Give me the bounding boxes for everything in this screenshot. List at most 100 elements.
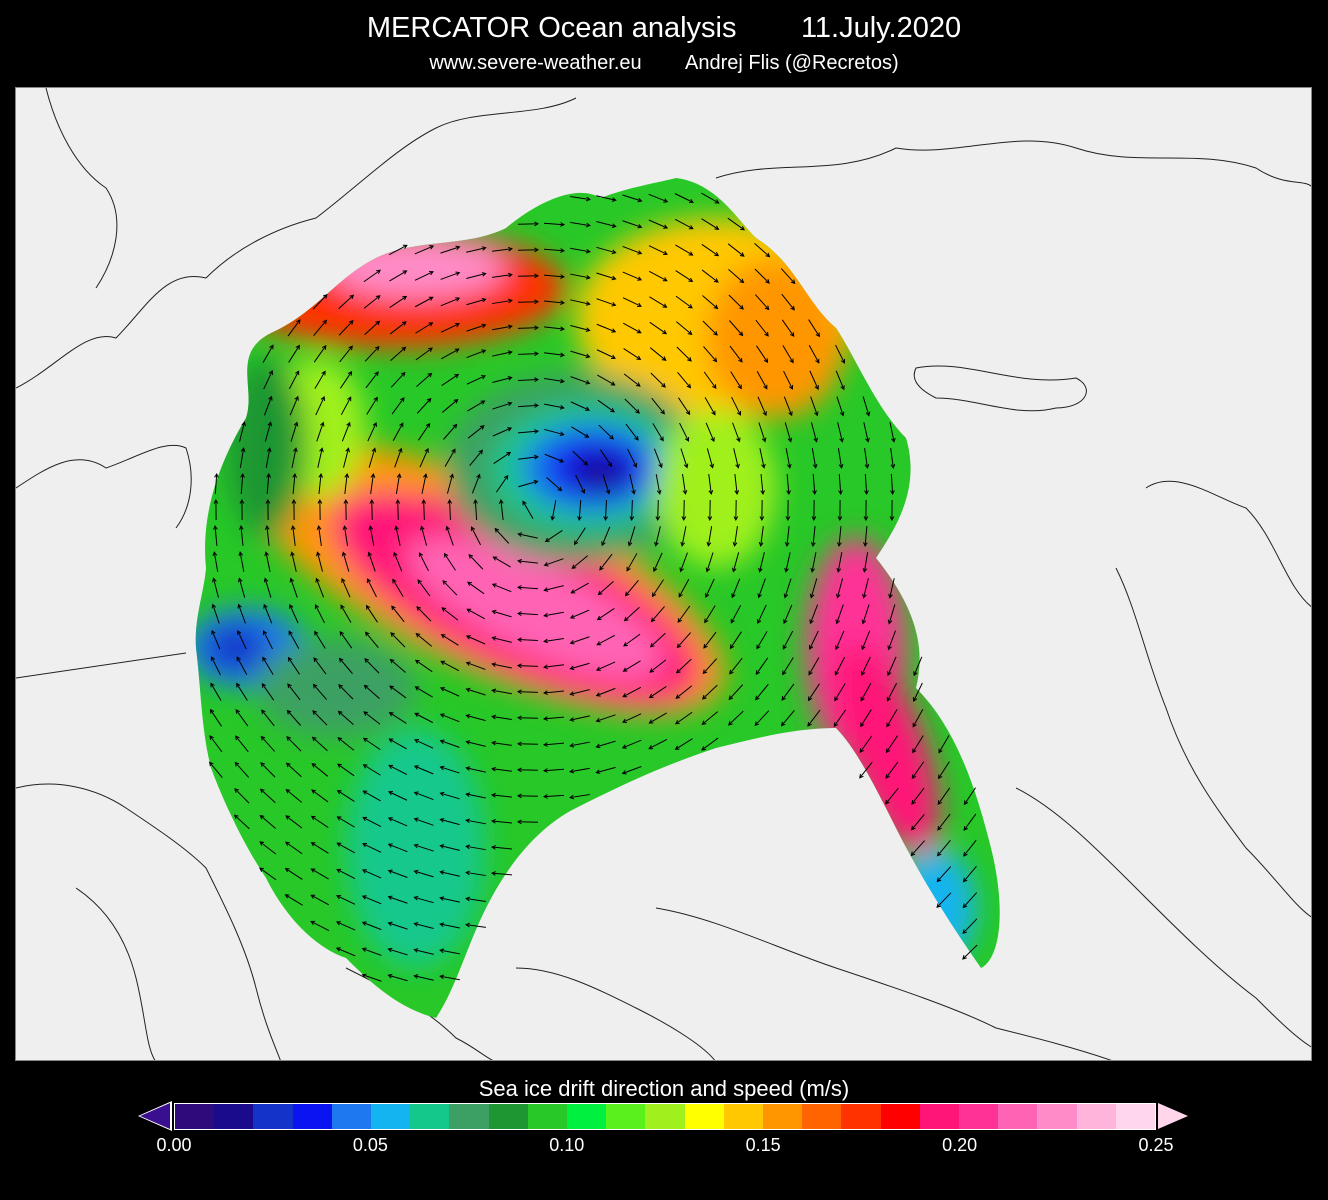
drift-arrow xyxy=(259,841,277,855)
drift-arrow xyxy=(314,630,326,649)
drift-arrow xyxy=(414,686,433,698)
drift-arrow xyxy=(495,474,509,493)
drift-arrow xyxy=(238,551,245,572)
drift-arrow xyxy=(570,401,591,411)
drift-arrow xyxy=(310,842,329,854)
drift-arrow xyxy=(446,473,455,494)
drift-arrow xyxy=(674,193,694,204)
drift-arrow xyxy=(596,272,617,281)
drift-arrow xyxy=(622,297,642,308)
drift-arrow xyxy=(837,448,844,469)
drift-arrow xyxy=(388,764,408,776)
drift-arrow xyxy=(783,396,793,417)
drift-arrow xyxy=(861,630,871,651)
drift-arrow xyxy=(837,422,844,443)
drift-arrow xyxy=(440,634,459,646)
drift-arrow xyxy=(543,716,565,721)
drift-arrow xyxy=(681,499,687,522)
drift-arrow xyxy=(443,423,458,440)
drift-arrow xyxy=(465,740,486,747)
drift-arrow xyxy=(259,788,276,804)
drift-arrow xyxy=(341,551,350,572)
drift-arrow xyxy=(885,787,899,805)
colorbar-swatch xyxy=(763,1104,803,1129)
drift-arrow xyxy=(264,525,270,546)
drift-arrow xyxy=(491,583,512,593)
drift-arrow xyxy=(546,477,563,492)
drift-arrow xyxy=(577,499,582,522)
drift-arrow xyxy=(543,664,564,670)
colorbar-swatch xyxy=(802,1104,842,1129)
drift-arrow xyxy=(391,605,405,623)
drift-arrow xyxy=(473,498,478,521)
drift-arrow xyxy=(570,221,591,228)
drift-arrow xyxy=(490,871,513,876)
drift-arrow xyxy=(595,714,616,723)
drift-arrow xyxy=(388,712,407,724)
colorbar-swatch xyxy=(919,1104,960,1129)
drift-arrow xyxy=(391,397,405,415)
drift-arrow xyxy=(912,682,923,702)
drift-arrow xyxy=(518,479,539,488)
drift-arrow xyxy=(439,896,460,903)
colorbar-swatch xyxy=(880,1104,920,1129)
drift-arrow xyxy=(388,738,407,750)
drift-arrow xyxy=(339,630,353,649)
drift-arrow xyxy=(629,474,636,495)
drift-arrow xyxy=(810,552,817,573)
drift-arrow xyxy=(757,396,767,417)
drift-arrow xyxy=(625,423,639,441)
drift-arrow xyxy=(728,294,744,310)
drift-arrow xyxy=(337,710,354,726)
drift-arrow xyxy=(859,735,873,753)
drift-arrow xyxy=(284,841,303,855)
drift-arrow xyxy=(336,842,355,854)
drift-arrow xyxy=(210,682,222,701)
drift-arrow xyxy=(468,554,484,570)
drift-arrow xyxy=(310,894,330,906)
drift-arrow xyxy=(734,474,740,495)
legend-title: Sea ice drift direction and speed (m/s) xyxy=(478,1076,850,1101)
drift-arrow xyxy=(835,344,846,364)
drift-arrow xyxy=(212,577,219,598)
drift-arrow xyxy=(595,687,616,697)
drift-arrow xyxy=(679,422,690,442)
drift-arrow xyxy=(367,551,376,572)
arctic-map[interactable] xyxy=(15,87,1312,1061)
drift-arrow xyxy=(837,499,843,522)
colorbar-tick-label: 0.00 xyxy=(156,1135,192,1155)
drift-arrow xyxy=(570,582,589,594)
drift-arrow xyxy=(364,320,381,336)
drift-arrow xyxy=(415,632,433,647)
drift-arrow xyxy=(516,611,539,616)
drift-arrow xyxy=(413,843,434,852)
drift-arrow xyxy=(834,683,846,702)
drift-arrow xyxy=(649,659,667,673)
colorbar-swatch xyxy=(841,1104,881,1129)
drift-arrow xyxy=(261,709,275,727)
drift-arrow xyxy=(704,397,716,416)
drift-arrow xyxy=(262,630,273,650)
drift-arrow xyxy=(516,637,539,643)
drift-arrow xyxy=(648,738,668,750)
page-title: MERCATOR Ocean analysis 11.July.2020 xyxy=(366,12,962,44)
drift-arrow xyxy=(414,245,435,255)
drift-arrow xyxy=(492,376,513,383)
drift-arrow xyxy=(862,578,869,599)
drift-arrow xyxy=(701,684,718,700)
drift-arrow xyxy=(389,270,408,282)
drift-arrow xyxy=(288,630,300,649)
drift-arrow xyxy=(466,349,487,359)
drift-arrow xyxy=(963,813,977,831)
drift-arrow xyxy=(810,396,819,417)
drift-arrow xyxy=(237,577,246,598)
drift-arrow xyxy=(286,709,301,726)
drift-arrow xyxy=(259,867,277,881)
drift-arrow xyxy=(835,604,844,625)
drift-arrow xyxy=(447,498,453,521)
drift-arrow xyxy=(675,685,693,699)
drift-arrow xyxy=(288,370,300,390)
colorbar-swatch xyxy=(371,1104,411,1129)
drift-arrow xyxy=(569,609,590,619)
drift-arrow xyxy=(542,742,565,747)
